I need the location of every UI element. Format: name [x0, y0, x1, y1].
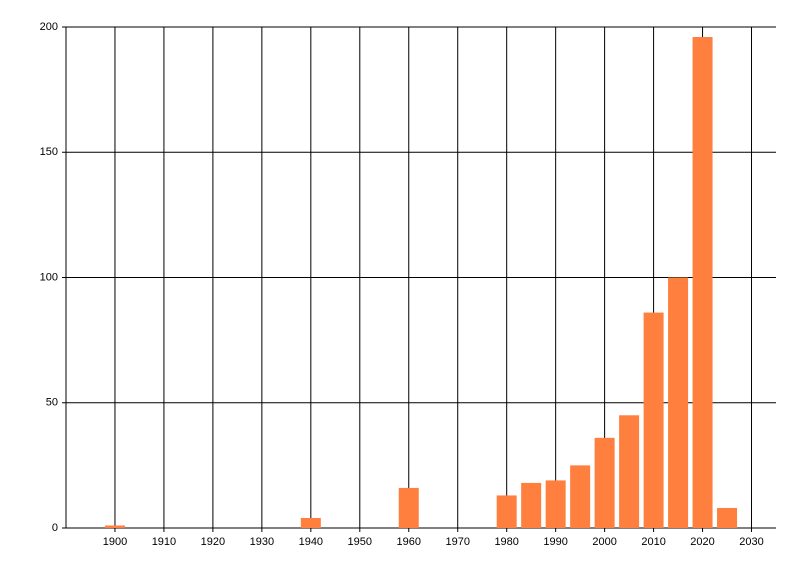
x-tick-label: 1920: [201, 536, 225, 548]
x-tick-label: 2010: [641, 536, 665, 548]
x-tick-label: 1950: [348, 536, 372, 548]
x-tick-label: 2000: [592, 536, 616, 548]
y-tick-label: 200: [40, 21, 58, 33]
y-tick-label: 0: [52, 522, 58, 534]
bar: [619, 415, 640, 528]
x-tick-label: 1960: [397, 536, 421, 548]
bar: [643, 312, 664, 528]
x-tick-label: 1980: [494, 536, 518, 548]
x-tick-label: 2020: [690, 536, 714, 548]
x-tick-label: 2030: [739, 536, 763, 548]
bar: [570, 465, 591, 528]
x-tick-label: 1940: [299, 536, 323, 548]
x-tick-label: 1990: [543, 536, 567, 548]
bar: [521, 482, 542, 528]
bar: [692, 37, 713, 529]
x-tick-label: 1900: [103, 536, 127, 548]
x-tick-label: 1930: [250, 536, 274, 548]
bar: [594, 437, 615, 528]
bar: [668, 277, 689, 528]
bar: [496, 495, 517, 528]
bar: [398, 487, 419, 528]
x-tick-label: 1970: [445, 536, 469, 548]
bar: [545, 480, 566, 528]
bar: [300, 517, 321, 528]
y-tick-label: 150: [40, 146, 58, 158]
bar: [104, 525, 125, 528]
bar: [717, 507, 738, 528]
y-tick-label: 100: [40, 271, 58, 283]
x-tick-label: 1910: [152, 536, 176, 548]
y-tick-label: 50: [46, 397, 58, 409]
